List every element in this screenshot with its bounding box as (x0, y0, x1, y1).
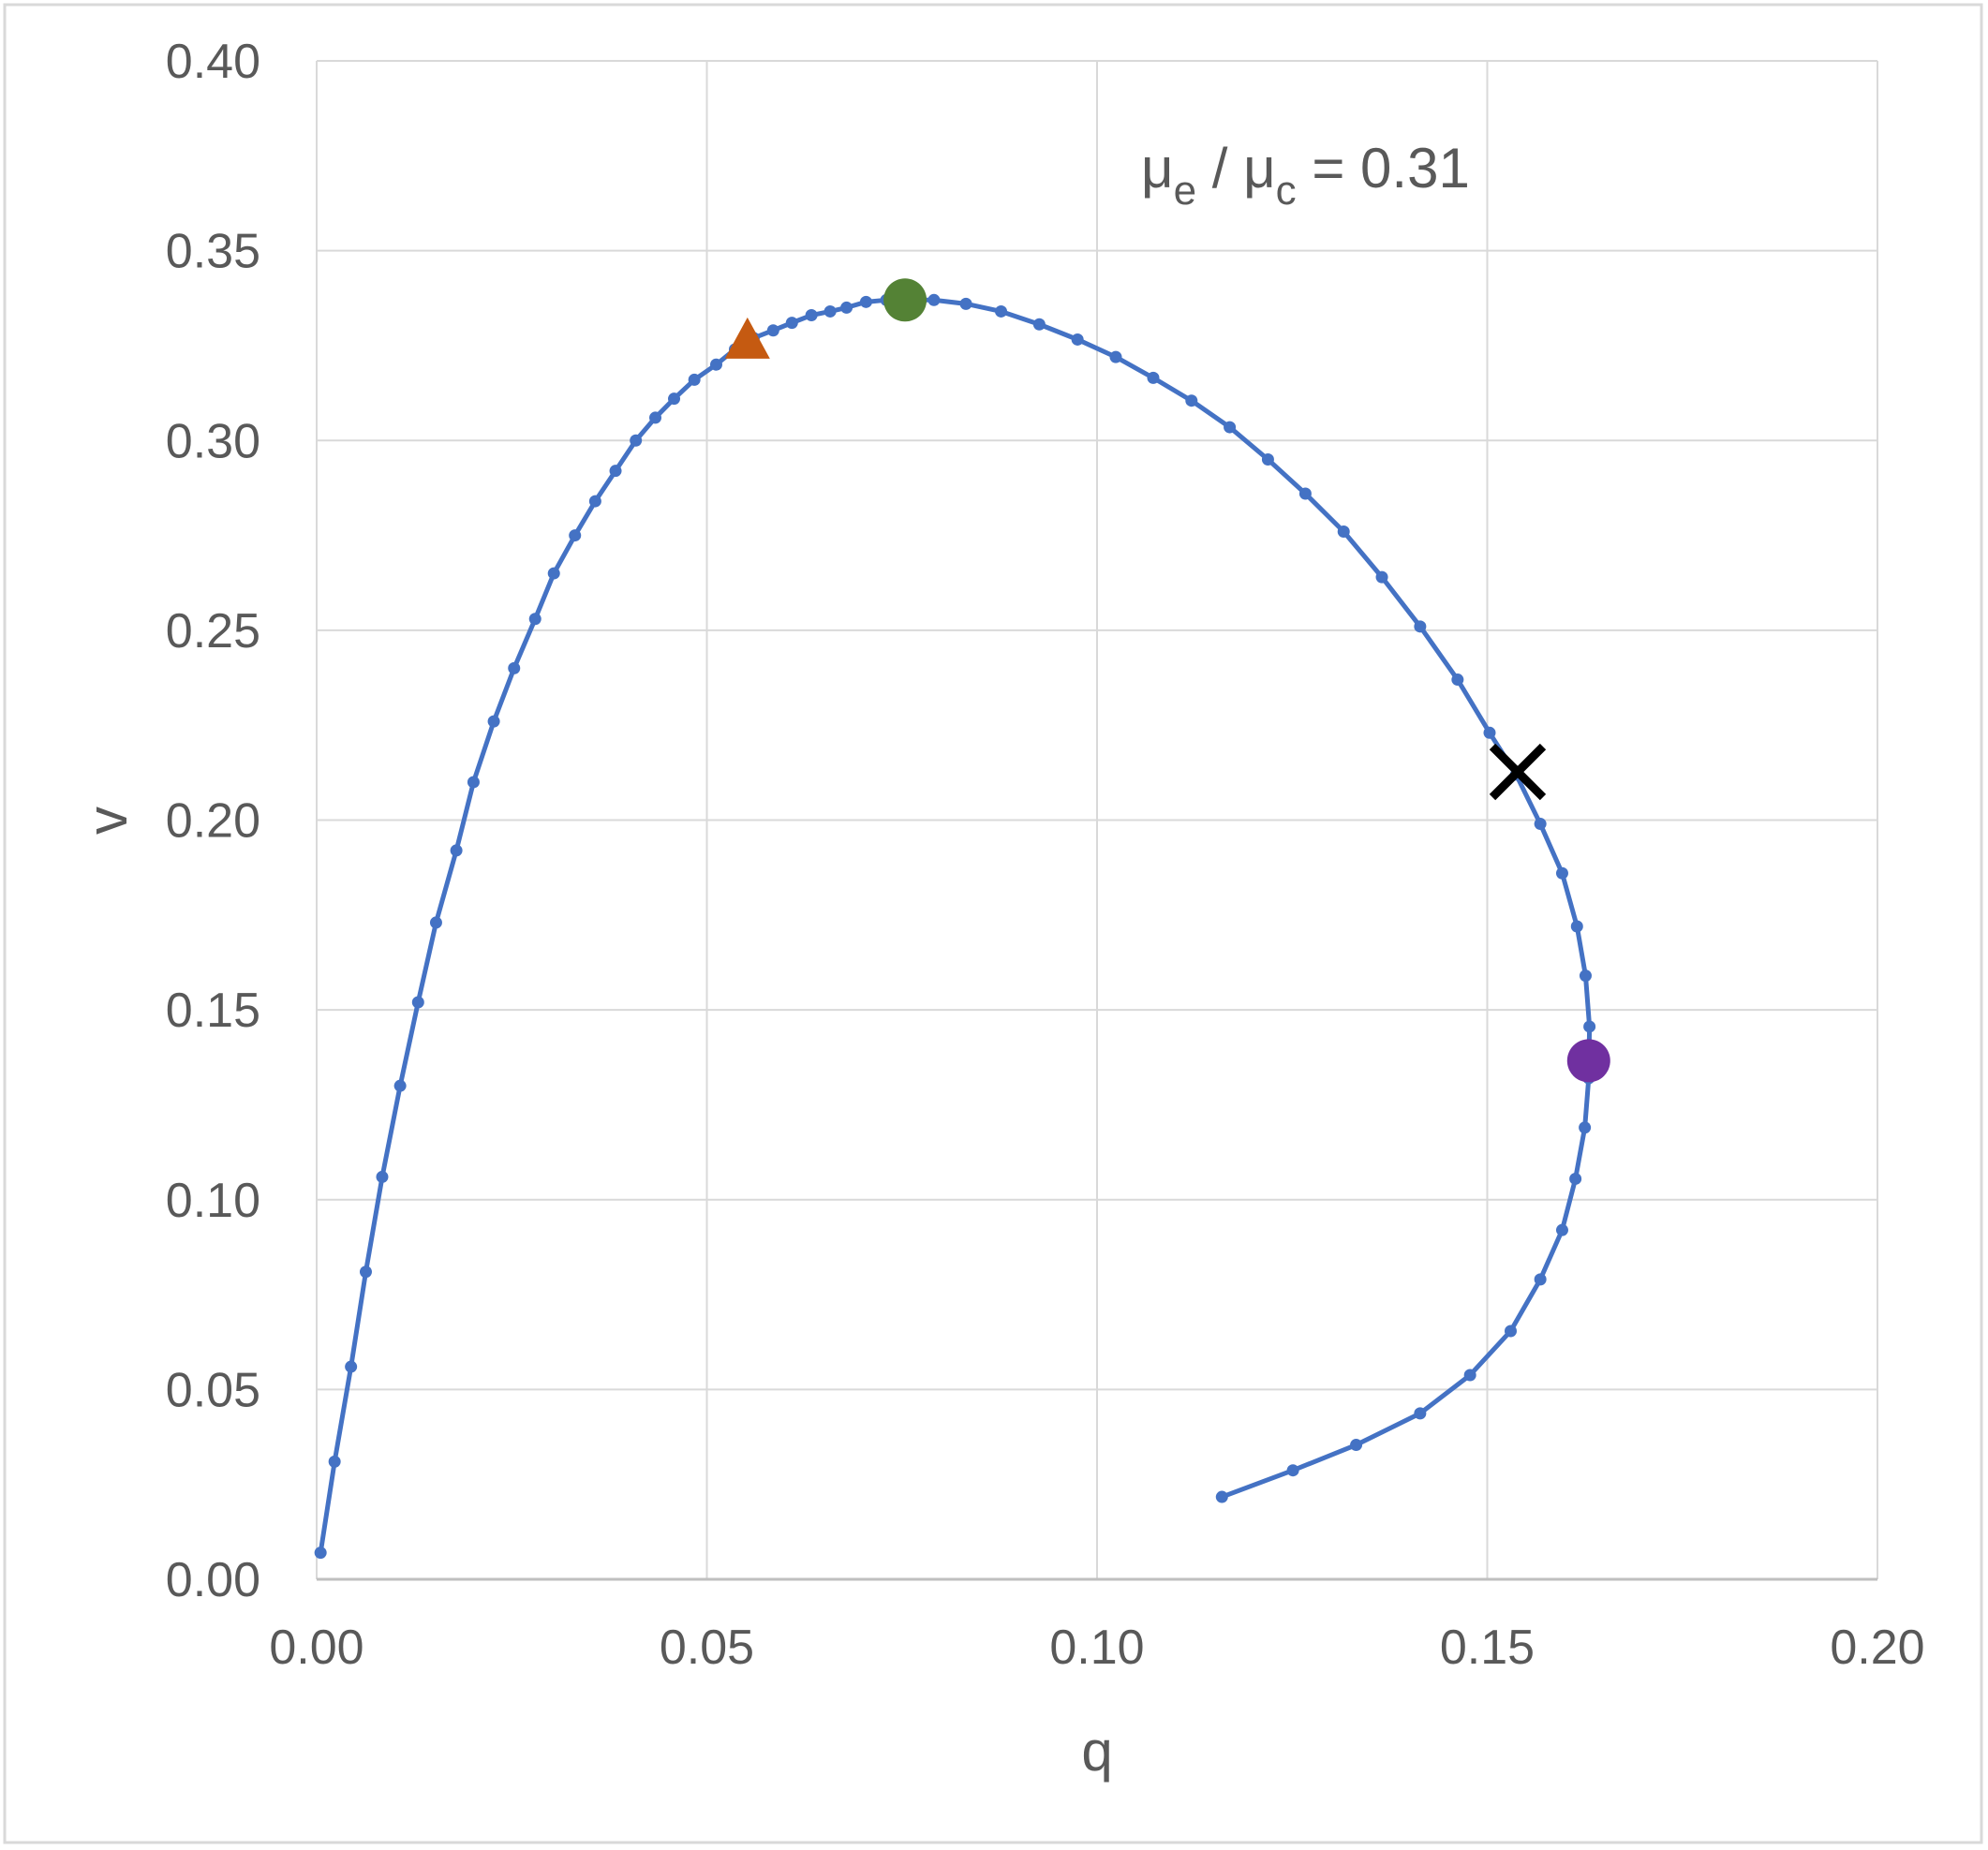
data-point (1261, 453, 1274, 466)
data-point (840, 301, 853, 314)
data-point (411, 996, 424, 1009)
data-point (1286, 1464, 1299, 1477)
data-point (1534, 1273, 1547, 1286)
data-point (1032, 318, 1046, 331)
y-tick-label: 0.25 (166, 604, 260, 659)
data-point (314, 1547, 327, 1560)
data-point (1185, 394, 1198, 407)
x-axis-label: q (1081, 1720, 1112, 1783)
data-point (1583, 1020, 1596, 1033)
data-point (1337, 525, 1350, 539)
y-tick-labels: 0.00 0.05 0.10 0.15 0.20 0.25 0.30 0.35 0.40 (166, 35, 260, 1607)
y-tick-label: 0.40 (166, 35, 260, 89)
y-tick-label: 0.00 (166, 1553, 260, 1607)
y-tick-label: 0.15 (166, 984, 260, 1038)
data-point (688, 373, 701, 386)
data-point (376, 1170, 389, 1183)
data-point (467, 776, 480, 789)
data-point (450, 844, 463, 857)
data-point (429, 916, 442, 929)
data-point (588, 495, 601, 508)
circle-marker (883, 278, 927, 322)
data-point (1414, 620, 1427, 633)
x-tick-label: 0.05 (660, 1621, 754, 1675)
y-tick-label: 0.10 (166, 1174, 260, 1228)
data-point (393, 1079, 407, 1092)
x-tick-label: 0.00 (269, 1621, 363, 1675)
data-point (345, 1360, 358, 1373)
data-point (1504, 1325, 1517, 1338)
data-point (668, 392, 681, 406)
data-point (359, 1265, 372, 1279)
highlight-markers (724, 278, 1610, 1083)
circle-marker (1566, 1039, 1610, 1083)
data-point (609, 465, 622, 478)
data-point (1109, 350, 1122, 363)
x-tick-label: 0.15 (1440, 1621, 1535, 1675)
y-tick-label: 0.20 (166, 794, 260, 849)
data-point (508, 661, 521, 674)
data-point (1298, 487, 1312, 500)
data-point (1071, 333, 1084, 346)
data-point (1414, 1407, 1427, 1420)
data-point (995, 304, 1008, 318)
data-point (1375, 570, 1388, 584)
cross-marker (1489, 743, 1547, 801)
data-point (630, 434, 643, 447)
data-point (927, 293, 941, 306)
x-tick-labels: 0.00 0.05 0.10 0.15 0.20 (269, 1621, 1924, 1675)
data-point (569, 529, 582, 542)
data-point (649, 411, 662, 424)
data-point (487, 715, 500, 728)
y-tick-label: 0.30 (166, 414, 260, 468)
data-point (1570, 920, 1583, 933)
cross-stroke (1489, 743, 1547, 801)
data-point (1555, 866, 1568, 880)
y-axis-label: v (76, 807, 139, 835)
y-tick-label: 0.05 (166, 1363, 260, 1417)
x-tick-label: 0.20 (1830, 1621, 1924, 1675)
data-point (959, 297, 972, 310)
data-point (709, 358, 722, 371)
x-tick-label: 0.10 (1049, 1621, 1144, 1675)
data-point (1463, 1369, 1476, 1382)
data-point (805, 309, 818, 322)
data-point (1483, 726, 1496, 739)
data-point (1579, 969, 1592, 983)
data-point (1569, 1172, 1582, 1185)
data-point (1350, 1439, 1363, 1452)
data-point (785, 317, 798, 330)
ratio-annotation: μe / μc = 0.31 (1141, 137, 1470, 214)
gridlines (316, 60, 1878, 1581)
data-point (1555, 1223, 1568, 1236)
data-point (1534, 818, 1547, 831)
data-point (823, 304, 837, 318)
chart-frame (3, 3, 1983, 1844)
data-point (766, 324, 779, 337)
y-tick-label: 0.35 (166, 225, 260, 279)
data-point (1579, 1121, 1592, 1134)
data-point (859, 295, 872, 308)
data-point (1451, 673, 1464, 687)
triangle-marker (724, 317, 770, 359)
data-point (1147, 371, 1160, 384)
data-point (1224, 421, 1237, 434)
data-point (528, 613, 542, 626)
data-point (328, 1455, 341, 1468)
data-point (547, 567, 560, 580)
data-point (1215, 1490, 1228, 1503)
